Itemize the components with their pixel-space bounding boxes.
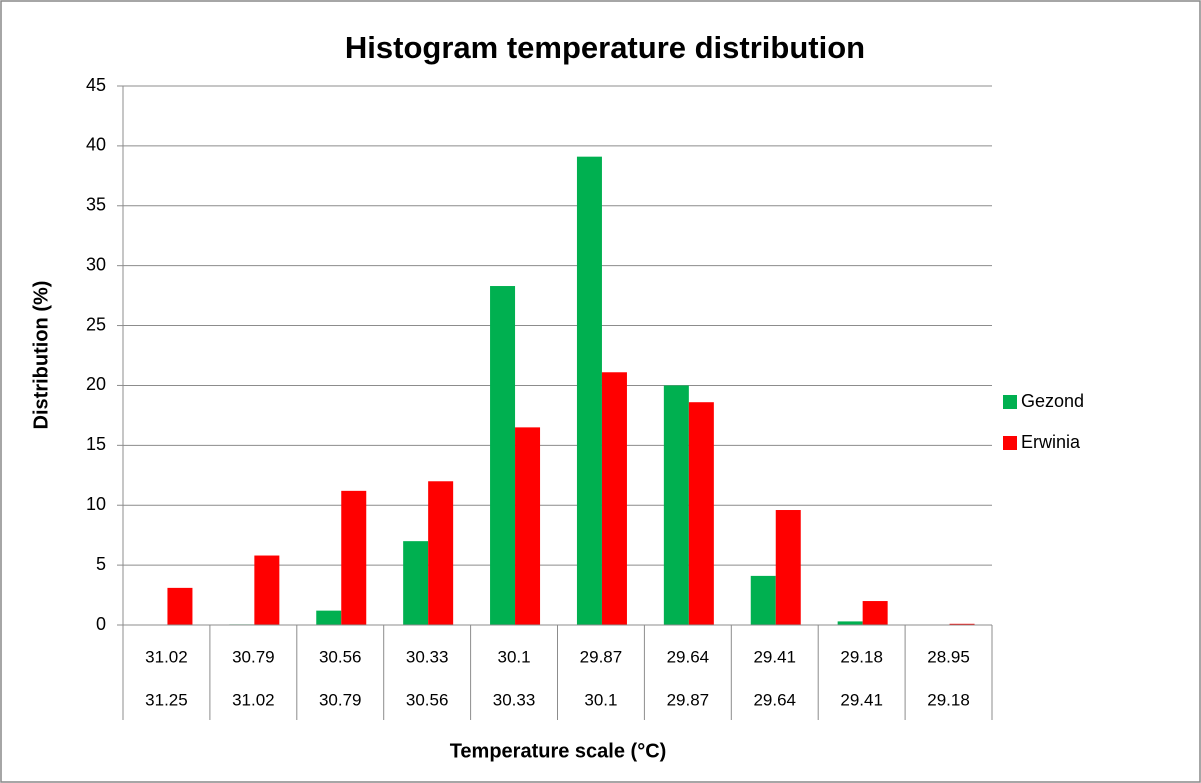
chart-title: Histogram temperature distribution: [345, 30, 865, 65]
y-tick-label: 20: [86, 374, 106, 394]
x-tick-label: 29.87: [667, 690, 710, 709]
bar: [750, 575, 776, 625]
legend-label: Gezond: [1021, 391, 1084, 411]
x-tick-label: 28.95: [927, 647, 970, 666]
x-tick-label: 29.64: [753, 690, 796, 709]
x-tick-label: 31.02: [232, 690, 275, 709]
bar: [316, 610, 342, 625]
y-tick-label: 10: [86, 494, 106, 514]
x-tick-label: 29.41: [753, 647, 796, 666]
bar: [949, 623, 975, 625]
bar: [341, 490, 367, 625]
x-tick-label: 29.64: [667, 647, 710, 666]
y-tick-label: 40: [86, 135, 106, 155]
x-tick-label: 29.87: [580, 647, 623, 666]
bar: [428, 481, 454, 625]
legend-swatch: [1003, 395, 1017, 409]
x-tick-label: 31.25: [145, 690, 188, 709]
bar: [576, 156, 602, 625]
bar: [254, 555, 280, 625]
y-tick-label: 30: [86, 254, 106, 274]
x-tick-label: 30.1: [584, 690, 617, 709]
x-tick-label: 29.18: [927, 690, 970, 709]
bar: [403, 541, 429, 625]
bar: [490, 286, 516, 625]
y-tick-label: 35: [86, 195, 106, 215]
legend-label: Erwinia: [1021, 432, 1081, 452]
x-tick-label: 30.79: [319, 690, 362, 709]
x-tick-label: 30.33: [493, 690, 536, 709]
x-tick-label: 30.1: [498, 647, 531, 666]
y-tick-label: 15: [86, 434, 106, 454]
x-tick-label: 30.33: [406, 647, 449, 666]
legend-swatch: [1003, 436, 1017, 450]
y-axis-title: Distribution (%): [30, 281, 52, 430]
bar: [601, 372, 627, 625]
bar: [663, 385, 689, 625]
bar: [862, 601, 888, 625]
x-tick-label: 31.02: [145, 647, 188, 666]
y-tick-label: 25: [86, 314, 106, 334]
bar: [775, 510, 801, 625]
x-tick-label: 30.56: [406, 690, 449, 709]
y-tick-label: 45: [86, 75, 106, 95]
x-tick-label: 30.56: [319, 647, 362, 666]
bar: [167, 587, 193, 625]
bar: [688, 402, 714, 625]
y-tick-label: 0: [96, 614, 106, 634]
x-axis-title: Temperature scale (°C): [450, 740, 667, 762]
bar: [837, 621, 863, 625]
x-tick-label: 29.18: [840, 647, 883, 666]
bar: [515, 427, 541, 625]
x-tick-label: 30.79: [232, 647, 275, 666]
x-tick-label: 29.41: [840, 690, 883, 709]
y-tick-label: 5: [96, 554, 106, 574]
